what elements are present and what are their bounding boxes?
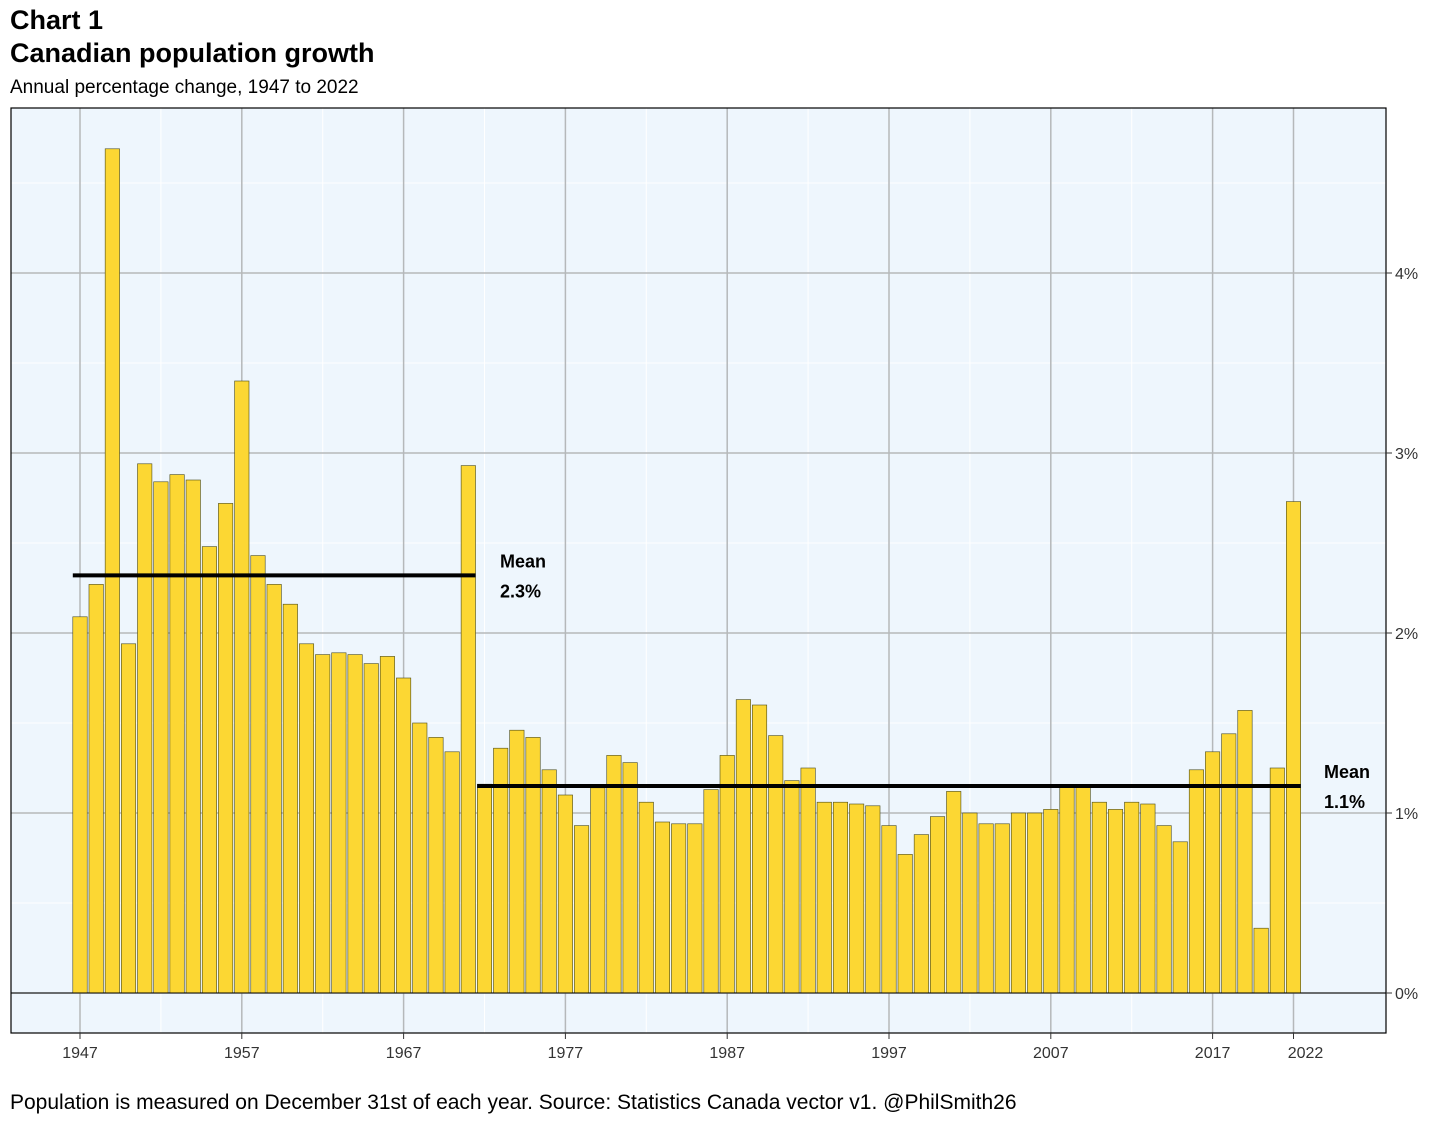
bar-2021 (1269, 767, 1285, 994)
bar-1971 (460, 465, 476, 994)
bar-2015 (1172, 841, 1188, 994)
chart-title-line1: Chart 1 (10, 5, 104, 35)
bar-1965 (363, 663, 379, 994)
bar-1984 (671, 823, 687, 994)
mean-value-1: 2.3% (500, 581, 541, 601)
chart-title: Chart 1 Canadian population growth (10, 4, 374, 70)
bar-2010 (1091, 801, 1107, 994)
bar-2016 (1188, 769, 1204, 994)
bar-1998 (897, 854, 913, 994)
bar-2006 (1027, 812, 1043, 994)
x-tick-label: 1967 (386, 1045, 422, 1062)
bar-1988 (735, 699, 751, 994)
bar-1979 (590, 787, 606, 994)
bar-1983 (654, 821, 670, 994)
bar-1964 (347, 654, 363, 994)
bar-1982 (638, 801, 654, 994)
bar-1951 (137, 463, 153, 994)
bar-1960 (282, 603, 298, 994)
bar-1957 (234, 380, 250, 994)
bar-2011 (1108, 809, 1124, 994)
bar-1958 (250, 555, 266, 994)
bar-1962 (315, 654, 331, 994)
bar-1970 (444, 751, 460, 994)
bar-1975 (525, 737, 541, 994)
bar-1981 (622, 762, 638, 994)
bar-1986 (703, 789, 719, 994)
bar-1969 (428, 737, 444, 994)
population-growth-chart: Mean 2.3% Mean 1.1% 0% 1% 2% 3% 4% 1947 1957 1967 19… (10, 107, 1418, 1062)
mean-value-2: 1.1% (1324, 792, 1365, 812)
bar-2004 (994, 823, 1010, 994)
bar-1999 (913, 834, 929, 994)
bar-2013 (1140, 803, 1156, 994)
bar-2001 (946, 791, 962, 994)
chart-title-line2: Canadian population growth (10, 38, 375, 68)
bar-1968 (412, 722, 428, 994)
bar-2007 (1043, 809, 1059, 994)
y-tick-label: 4% (1395, 266, 1418, 283)
bar-1953 (169, 474, 185, 994)
x-tick-label: 1997 (871, 1045, 907, 1062)
bar-1985 (687, 823, 703, 994)
x-tick-label: 2017 (1195, 1045, 1231, 1062)
bar-1993 (816, 801, 832, 994)
x-tick-label: 2007 (1033, 1045, 1069, 1062)
bar-1963 (331, 652, 347, 994)
bar-1950 (121, 643, 137, 994)
bar-1978 (574, 825, 590, 994)
chart-subtitle: Annual percentage change, 1947 to 2022 (10, 77, 359, 98)
bar-1959 (266, 584, 282, 994)
bar-1996 (865, 805, 881, 994)
bar-2002 (962, 812, 978, 994)
y-tick-label: 3% (1395, 446, 1418, 463)
bar-2018 (1221, 733, 1237, 994)
y-tick-label: 1% (1395, 806, 1418, 823)
bar-1976 (541, 769, 557, 994)
bar-2020 (1253, 927, 1269, 994)
bar-2012 (1124, 801, 1140, 994)
bar-2009 (1075, 785, 1091, 994)
bar-1974 (509, 729, 525, 994)
chart-caption: Population is measured on December 31st … (10, 1091, 1017, 1114)
x-tick-label: 1957 (224, 1045, 260, 1062)
x-tick-label: 2022 (1288, 1045, 1324, 1062)
bar-2005 (1010, 812, 1026, 994)
bar-1955 (201, 546, 217, 994)
bar-1994 (832, 801, 848, 994)
bar-1995 (849, 803, 865, 994)
bar-1989 (752, 704, 768, 994)
plot-panel-border (10, 107, 1387, 1034)
bar-1972 (476, 783, 492, 994)
bar-1966 (379, 656, 395, 994)
bar-1954 (185, 479, 201, 994)
bar-1990 (768, 735, 784, 994)
bar-2019 (1237, 710, 1253, 994)
bar-2014 (1156, 825, 1172, 994)
bar-1980 (606, 755, 622, 994)
bar-1992 (800, 767, 816, 994)
x-tick-label: 1987 (709, 1045, 745, 1062)
bar-1948 (88, 584, 104, 994)
bar-1947 (72, 616, 88, 994)
mean-label-2: Mean (1324, 762, 1370, 782)
bar-2022 (1286, 501, 1302, 994)
bar-1991 (784, 780, 800, 994)
bar-1977 (557, 794, 573, 994)
x-tick-label: 1977 (548, 1045, 584, 1062)
bar-1961 (299, 643, 315, 994)
y-tick-label: 2% (1395, 626, 1418, 643)
bar-2000 (930, 816, 946, 994)
mean-label-1: Mean (500, 551, 546, 571)
bar-1987 (719, 755, 735, 994)
bar-1949 (104, 148, 120, 994)
bar-1967 (396, 677, 412, 994)
bar-1952 (153, 481, 169, 994)
x-tick-label: 1947 (62, 1045, 98, 1062)
y-tick-label: 0% (1395, 986, 1418, 1003)
bar-2003 (978, 823, 994, 994)
bar-1997 (881, 825, 897, 994)
bar-2008 (1059, 785, 1075, 994)
